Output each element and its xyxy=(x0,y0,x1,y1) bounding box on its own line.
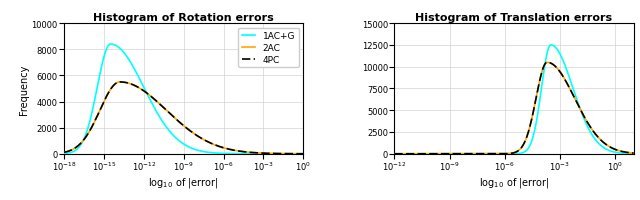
2AC xyxy=(116,81,124,84)
1AC+G xyxy=(107,44,115,46)
2AC xyxy=(306,153,314,155)
Y-axis label: Frequency: Frequency xyxy=(19,64,29,114)
Title: Histogram of Translation errors: Histogram of Translation errors xyxy=(415,13,612,23)
4PC xyxy=(275,153,283,155)
4PC xyxy=(306,153,314,155)
4PC xyxy=(116,81,124,84)
1AC+G xyxy=(301,153,309,155)
4PC xyxy=(301,153,309,155)
2AC xyxy=(155,102,163,104)
4PC xyxy=(60,151,68,154)
4PC xyxy=(88,126,96,128)
1AC+G xyxy=(88,111,96,114)
1AC+G xyxy=(306,153,314,155)
Line: 4PC: 4PC xyxy=(64,83,310,154)
2AC xyxy=(60,151,68,154)
1AC+G xyxy=(155,114,163,116)
4PC xyxy=(103,95,111,98)
4PC xyxy=(165,112,173,114)
1AC+G xyxy=(60,153,68,155)
Legend: 1AC+G, 2AC, 4PC: 1AC+G, 2AC, 4PC xyxy=(238,28,299,68)
2AC xyxy=(275,153,283,155)
X-axis label: log$_{10}$ of |error|: log$_{10}$ of |error| xyxy=(148,175,219,189)
Line: 2AC: 2AC xyxy=(64,83,310,154)
X-axis label: log$_{10}$ of |error|: log$_{10}$ of |error| xyxy=(479,175,549,189)
Title: Histogram of Rotation errors: Histogram of Rotation errors xyxy=(93,13,274,23)
4PC xyxy=(155,102,163,104)
2AC xyxy=(103,95,111,98)
2AC xyxy=(301,153,309,155)
1AC+G xyxy=(275,153,283,155)
1AC+G xyxy=(103,48,111,51)
2AC xyxy=(165,112,173,114)
Line: 1AC+G: 1AC+G xyxy=(64,45,310,154)
1AC+G xyxy=(165,130,173,132)
2AC xyxy=(88,126,96,128)
